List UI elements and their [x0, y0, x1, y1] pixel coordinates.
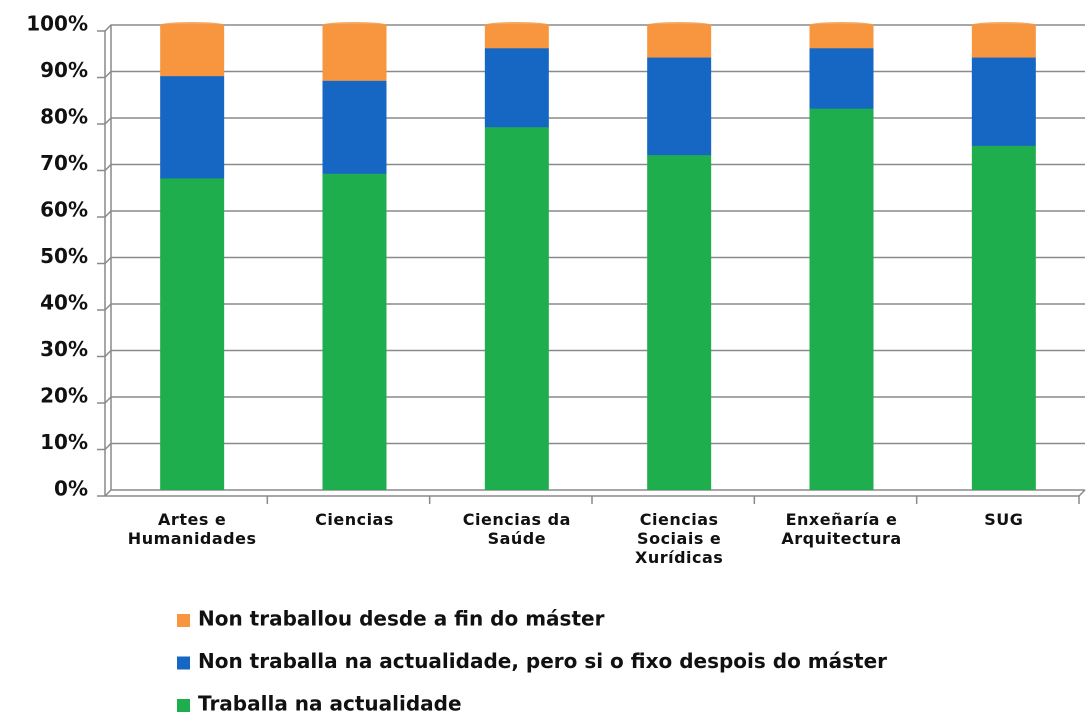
bar-segment — [971, 25, 1036, 58]
y-tick-label: 70% — [40, 151, 88, 175]
grid-line — [104, 117, 1085, 125]
x-tick-label: Ciencias da Saúde — [462, 510, 571, 548]
y-tick-label: 50% — [40, 244, 88, 268]
bar-segment — [647, 155, 712, 490]
y-tick-label: 20% — [40, 384, 88, 408]
legend-label: Traballa na actualidade — [198, 692, 462, 716]
grid-line — [104, 349, 1085, 358]
grid-line — [104, 70, 1085, 79]
grid-line — [104, 396, 1085, 404]
grid-line — [104, 442, 1085, 451]
bar-segment — [484, 25, 549, 49]
bar-segment — [160, 178, 225, 490]
x-tick-label: SUG — [984, 510, 1024, 529]
legend-swatch — [177, 699, 190, 712]
grid-line — [104, 489, 1085, 497]
bar-segment — [647, 57, 712, 156]
bar-segment — [322, 25, 387, 81]
x-tick-label: Ciencias Sociais e Xurídicas — [634, 510, 724, 567]
x-tick-label: Ciencias — [315, 510, 394, 529]
legend-swatch — [177, 614, 190, 627]
bar-segment — [484, 48, 549, 128]
bar-segment — [647, 25, 712, 58]
x-tick-label: Enxeñaría e Arquitectura — [781, 510, 902, 548]
bar-segment — [809, 48, 874, 109]
bar-segment — [971, 145, 1036, 490]
legend-label: Non traballou desde a fin do máster — [198, 607, 605, 631]
bar-cap — [160, 22, 225, 28]
bar-segment — [322, 80, 387, 174]
y-tick-label: 10% — [40, 430, 88, 454]
bar-cap — [647, 22, 712, 28]
bar-segment — [971, 57, 1036, 146]
grid-line — [104, 163, 1085, 172]
bar-segment — [809, 25, 874, 49]
y-tick-label: 0% — [54, 477, 88, 501]
bar-cap — [484, 22, 549, 28]
x-tick-label: Artes e Humanidades — [127, 510, 257, 548]
legend-label: Non traballa na actualidade, pero si o f… — [198, 649, 887, 673]
y-tick-label: 30% — [40, 337, 88, 361]
bar-segment — [322, 173, 387, 491]
y-tick-label: 100% — [26, 12, 88, 36]
bar-segment — [484, 127, 549, 491]
right-edge — [1078, 489, 1086, 497]
bar-cap — [971, 22, 1036, 28]
grid-line — [104, 24, 1085, 32]
legend-swatch — [177, 656, 190, 670]
bar-cap — [809, 22, 874, 28]
y-tick-label: 80% — [40, 105, 88, 129]
y-tick-label: 60% — [40, 198, 88, 222]
y-tick-label: 40% — [40, 291, 88, 315]
grid-line — [104, 256, 1085, 265]
bar-cap — [322, 22, 387, 28]
grid-line — [104, 303, 1085, 311]
grid-line — [104, 210, 1085, 218]
bar-segment — [160, 25, 225, 77]
bar-segment — [160, 76, 225, 179]
y-tick-label: 90% — [40, 58, 88, 82]
bar-segment — [809, 108, 874, 490]
